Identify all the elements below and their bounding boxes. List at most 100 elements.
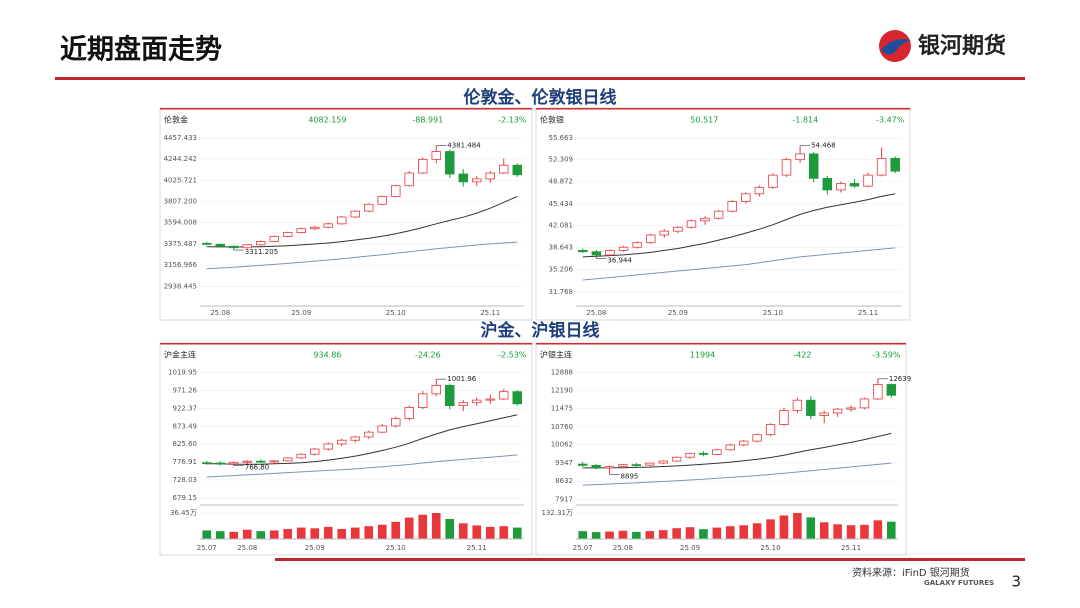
y-tick-label: 4025.721 bbox=[164, 176, 197, 184]
candle-body bbox=[350, 436, 360, 441]
y-tick-label: 12190 bbox=[551, 386, 573, 394]
y-tick-label: 35.206 bbox=[549, 266, 574, 274]
candle-body bbox=[310, 226, 320, 230]
footer-rule bbox=[275, 558, 1025, 561]
candle-body bbox=[350, 210, 360, 218]
x-tick-label: 25.11 bbox=[858, 309, 878, 317]
x-tick-label: 25.07 bbox=[573, 544, 593, 552]
candle-body bbox=[876, 157, 887, 176]
volume-bar bbox=[658, 530, 668, 539]
y-tick-label: 971.26 bbox=[173, 386, 198, 394]
y-tick-label: 42.081 bbox=[549, 221, 574, 229]
candle-body bbox=[819, 412, 829, 416]
candle-body bbox=[632, 242, 642, 248]
candle-body bbox=[485, 398, 495, 401]
candle-body bbox=[578, 463, 588, 466]
x-tick-label: 25.08 bbox=[613, 544, 633, 552]
slide-title: 近期盘面走势 bbox=[60, 34, 222, 66]
y-tick-label: 48.872 bbox=[549, 178, 574, 186]
volume-bar bbox=[699, 529, 708, 539]
candle-body bbox=[578, 250, 588, 253]
candle-body bbox=[283, 457, 293, 462]
y-tick-label: 1019.95 bbox=[168, 369, 197, 377]
instrument-name: 伦敦银 bbox=[540, 115, 564, 125]
candle-body bbox=[323, 223, 333, 228]
candle-body bbox=[256, 240, 266, 246]
candle-body bbox=[431, 151, 441, 160]
y-tick-label: 8632 bbox=[555, 477, 573, 485]
volume-bar bbox=[418, 514, 428, 539]
candle-body bbox=[836, 183, 846, 191]
candle-body bbox=[202, 242, 212, 245]
max-label: 54.468 bbox=[811, 142, 836, 150]
volume-bar bbox=[296, 527, 306, 539]
y-tick-label: 3594.008 bbox=[164, 218, 197, 226]
panel-top-rule bbox=[536, 108, 910, 110]
candle-body bbox=[512, 391, 522, 405]
candle-body bbox=[859, 398, 870, 409]
moving-average-line bbox=[582, 247, 896, 281]
candle-body bbox=[323, 443, 333, 450]
moving-average-line bbox=[206, 454, 518, 478]
moving-average-line bbox=[582, 462, 892, 486]
candle-body bbox=[202, 462, 212, 465]
candle-body bbox=[377, 425, 387, 433]
min-label: 766.80 bbox=[245, 464, 270, 472]
y-tick-label: 7917 bbox=[555, 495, 573, 503]
candle-body bbox=[215, 462, 225, 465]
candle-body bbox=[832, 408, 843, 414]
volume-bar bbox=[846, 525, 856, 539]
x-tick-label: 25.09 bbox=[668, 309, 688, 317]
volume-bar bbox=[752, 523, 762, 539]
candle-body bbox=[659, 230, 670, 236]
candle-body bbox=[846, 407, 856, 410]
volume-bar bbox=[712, 527, 722, 539]
candle-body bbox=[739, 440, 749, 446]
candle-body bbox=[781, 159, 792, 176]
volume-bar bbox=[766, 519, 775, 539]
candle-body bbox=[418, 393, 428, 408]
volume-bar bbox=[793, 513, 802, 539]
volume-bar bbox=[391, 521, 401, 539]
candle-body bbox=[618, 464, 628, 468]
quote-value: -24.26 bbox=[415, 351, 441, 360]
candle-body bbox=[337, 216, 347, 225]
quote-value: -88.991 bbox=[412, 116, 443, 125]
candle-body bbox=[591, 464, 601, 469]
candle-body bbox=[391, 418, 401, 427]
candle-body bbox=[658, 460, 668, 464]
x-tick-label: 25.09 bbox=[305, 544, 325, 552]
header-rule bbox=[55, 77, 1025, 80]
y-tick-label: 3156.966 bbox=[164, 261, 198, 269]
volume-bar bbox=[779, 515, 789, 539]
candle-body bbox=[229, 461, 239, 465]
volume-bar bbox=[215, 531, 225, 539]
candle-body bbox=[604, 466, 615, 469]
volume-bar bbox=[202, 530, 212, 539]
moving-average-line bbox=[206, 196, 518, 248]
volume-bar bbox=[833, 524, 842, 539]
volume-bar bbox=[337, 529, 347, 539]
volume-bar bbox=[512, 527, 522, 539]
volume-bar bbox=[886, 521, 896, 539]
candle-body bbox=[631, 464, 642, 467]
candle-body bbox=[886, 384, 896, 396]
volume-bar bbox=[256, 531, 266, 539]
x-tick-label: 25.07 bbox=[197, 544, 217, 552]
candle-body bbox=[822, 177, 833, 191]
y-tick-label: 2938.445 bbox=[164, 282, 197, 290]
candle-body bbox=[645, 234, 656, 244]
volume-bar bbox=[591, 532, 601, 539]
volume-bar bbox=[310, 528, 320, 539]
y-tick-label: 31.768 bbox=[549, 288, 574, 296]
candle-body bbox=[242, 244, 252, 249]
y-tick-label: 55.663 bbox=[549, 134, 574, 142]
panel-top-rule bbox=[160, 108, 532, 110]
y-tick-label: 922.37 bbox=[173, 404, 198, 412]
candle-body bbox=[377, 196, 387, 205]
instrument-name: 伦敦金 bbox=[164, 115, 188, 125]
quote-value: -3.47% bbox=[876, 116, 905, 125]
logo-english: GALAXY FUTURES bbox=[924, 579, 994, 587]
candle-body bbox=[752, 434, 762, 442]
